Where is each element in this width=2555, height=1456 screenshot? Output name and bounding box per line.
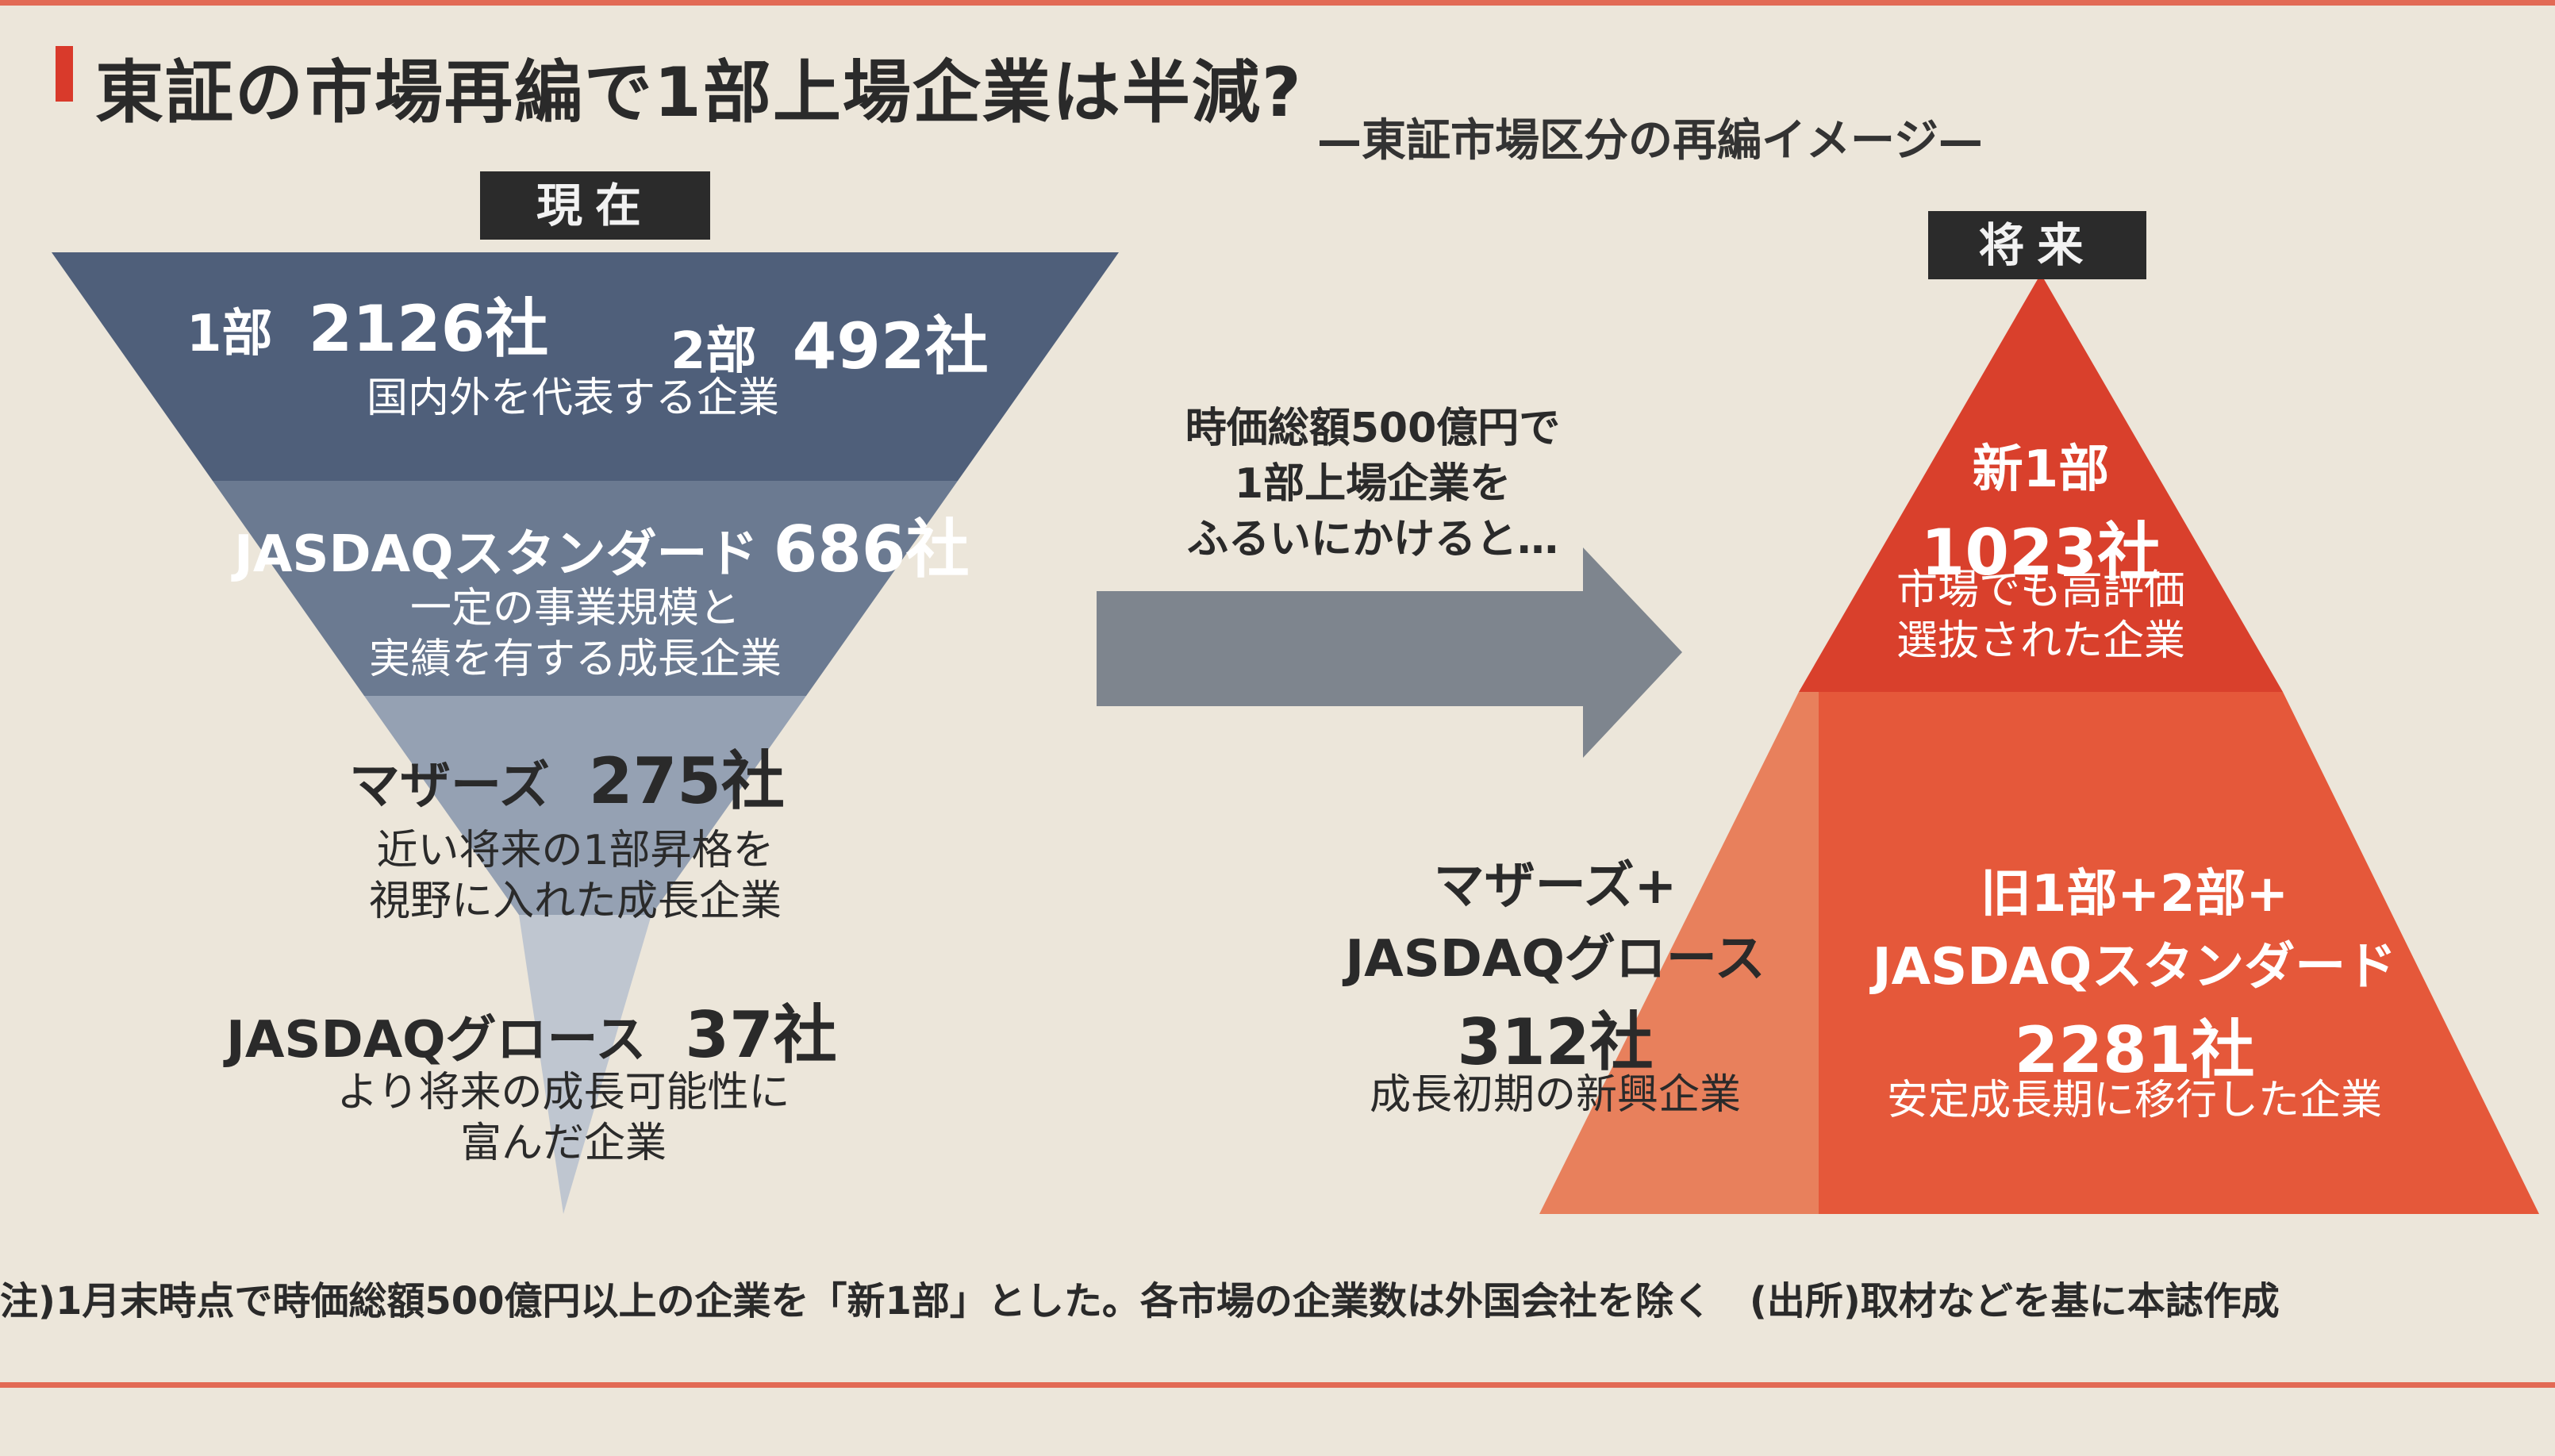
future-top-name: 新1部 xyxy=(1972,440,2110,499)
tier3-desc: 近い将来の1部昇格を 視野に入れた成長企業 xyxy=(333,825,817,927)
future-left-desc: 成長初期の新興企業 xyxy=(1369,1071,1741,1119)
future-top-desc-line2: 選抜された企業 xyxy=(1896,617,2185,665)
current-tier4-band xyxy=(519,915,651,1214)
current-label: 現在 xyxy=(480,171,710,240)
future-right-band xyxy=(1819,692,2539,1214)
future-top-desc-line1: 市場でも高評価 xyxy=(1896,567,2185,614)
tier2-desc-line2: 実績を有する成長企業 xyxy=(368,636,782,683)
tier1-b: 2部 492社 xyxy=(670,295,989,387)
future-right-count: 2281社 xyxy=(2014,1013,2255,1087)
tier2-desc-line1: 一定の事業規模と xyxy=(409,585,740,632)
future-top-heading: 新1部 1023社 xyxy=(1882,428,2200,594)
future-left-name2: JASDAQグロース xyxy=(1345,930,1765,989)
tier1-a-name: 1部 xyxy=(186,305,273,363)
future-right-heading: 旧1部+2部+ JASDAQスタンダード 2281社 xyxy=(1825,853,2444,1091)
future-top-count: 1023社 xyxy=(1920,516,2161,590)
tier1-b-name: 2部 xyxy=(670,322,757,381)
title-accent-bar xyxy=(56,46,73,102)
tier3-name: マザーズ xyxy=(349,757,550,816)
current-tier3-band xyxy=(364,696,806,915)
arrow-note-line2: 1部上場企業を xyxy=(1234,460,1512,508)
future-left-name1: マザーズ+ xyxy=(1433,857,1677,916)
tier4-desc-line1: より将来の成長可能性に xyxy=(336,1069,790,1116)
tier1-b-count: 492社 xyxy=(792,309,989,383)
page-subtitle: —東証市場区分の再編イメージ— xyxy=(1317,115,1983,167)
tier4-desc-line2: 富んだ企業 xyxy=(459,1120,667,1167)
tier4-name: JASDAQグロース xyxy=(226,1011,647,1070)
future-right-desc: 安定成長期に移行した企業 xyxy=(1886,1077,2382,1124)
bottom-rule xyxy=(0,1382,2555,1388)
arrow-note: 時価総額500億円で 1部上場企業を ふるいにかけると… xyxy=(1127,401,1619,567)
future-label: 将来 xyxy=(1928,211,2146,279)
tier3-count: 275社 xyxy=(588,744,785,818)
tier2-name: JASDAQスタンダード xyxy=(234,525,759,584)
tier2-heading: JASDAQスタンダード 686社 xyxy=(234,498,970,590)
current-tier2-band xyxy=(213,481,958,696)
tier1-desc: 国内外を代表する企業 xyxy=(367,375,780,422)
current-tier1-band xyxy=(52,252,1119,481)
top-rule xyxy=(0,0,2555,6)
future-top-band xyxy=(1799,274,2283,692)
arrow-note-line3: ふるいにかけると… xyxy=(1186,516,1558,563)
future-right-name1: 旧1部+2部+ xyxy=(1980,865,2289,924)
tier3-desc-line1: 近い将来の1部昇格を xyxy=(376,827,774,874)
future-left-heading: マザーズ+ JASDAQグロース 312社 xyxy=(1309,845,1801,1083)
arrow-note-line1: 時価総額500億円で xyxy=(1185,405,1561,452)
tier4-heading: JASDAQグロース 37社 xyxy=(226,984,837,1076)
footnote: 注)1月末時点で時価総額500億円以上の企業を「新1部」とした。各市場の企業数は… xyxy=(0,1279,2280,1323)
tier3-heading: マザーズ 275社 xyxy=(349,730,785,822)
tier4-count: 37社 xyxy=(685,998,837,1072)
tier1-a: 1部 2126社 xyxy=(186,278,548,370)
tier2-desc: 一定の事業規模と 実績を有する成長企業 xyxy=(349,583,801,685)
tier3-desc-line2: 視野に入れた成長企業 xyxy=(368,878,782,925)
page-title: 東証の市場再編で1部上場企業は半減? xyxy=(95,53,1303,133)
transition-arrow xyxy=(1097,547,1682,758)
tier2-count: 686社 xyxy=(773,513,970,586)
tier1-a-count: 2126社 xyxy=(308,292,549,366)
future-right-name2: JASDAQスタンダード xyxy=(1872,938,2397,997)
future-top-desc: 市場でも高評価 選抜された企業 xyxy=(1882,565,2200,667)
future-left-count: 312社 xyxy=(1457,1005,1654,1079)
future-left-band xyxy=(1539,692,1819,1214)
tier4-desc: より将来の成長可能性に 富んだ企業 xyxy=(302,1067,825,1169)
